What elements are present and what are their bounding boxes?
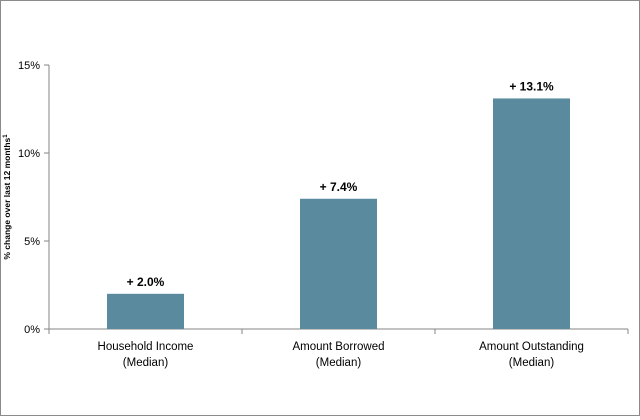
y-axis-title-group: % change over last 12 months1	[2, 134, 12, 260]
labels: + 2.0% Household Income (Median) + 7.4% Amou…	[98, 79, 584, 369]
y-tick-label: 15%	[18, 60, 40, 72]
bar	[300, 198, 377, 329]
y-tick-label: 5%	[24, 236, 40, 248]
y-axis-title: % change over last 12 months1	[2, 134, 12, 260]
data-label: + 13.1%	[509, 79, 554, 93]
x-category-label: (Median)	[123, 357, 169, 369]
bars	[107, 98, 570, 329]
x-category-label: Household Income	[98, 341, 194, 353]
y-tick-label: 0%	[24, 324, 40, 336]
bar	[493, 98, 570, 329]
x-category-label: Amount Outstanding	[479, 341, 584, 353]
bar	[107, 293, 184, 329]
y-axis-title-text: % change over last 12 months	[2, 137, 12, 259]
x-category-label: (Median)	[509, 357, 555, 369]
data-label: + 2.0%	[127, 275, 165, 289]
x-category-label: Amount Borrowed	[292, 341, 384, 353]
y-axis-title-superscript: 1	[3, 134, 9, 138]
data-label: + 7.4%	[320, 180, 358, 194]
x-category-label: (Median)	[316, 357, 362, 369]
y-tick-label: 10%	[18, 148, 40, 160]
